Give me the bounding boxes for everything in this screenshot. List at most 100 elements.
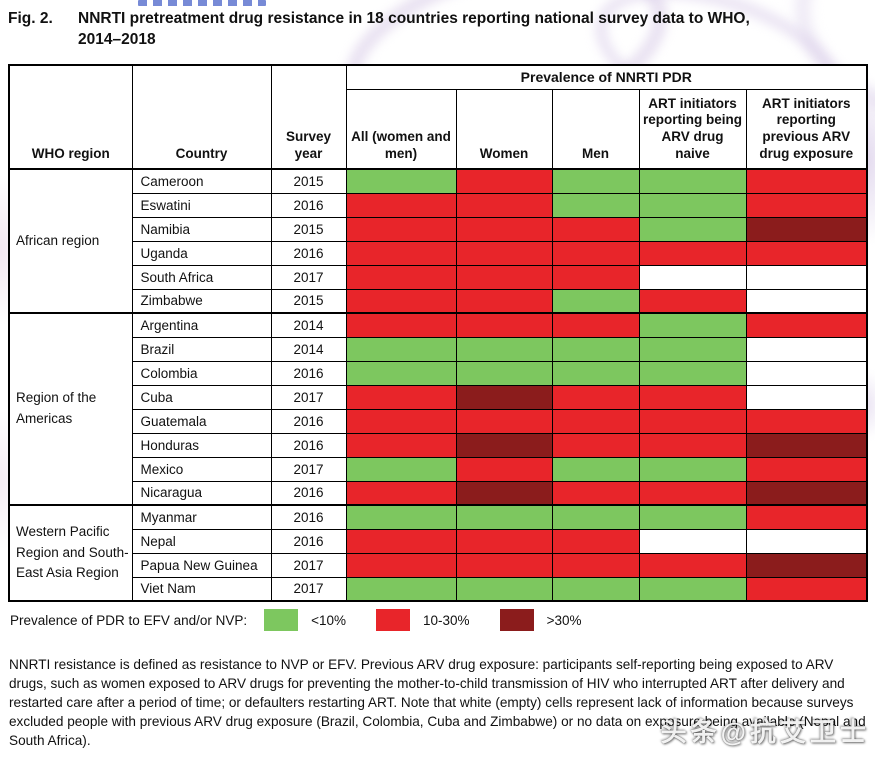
prevalence-cell (638, 288, 747, 314)
prevalence-cell (551, 288, 640, 314)
country-cell: Nepal (131, 528, 272, 554)
prevalence-cell (745, 192, 868, 218)
country-cell: Cuba (131, 384, 272, 410)
header-col-men: Men (551, 88, 640, 170)
prevalence-cell (551, 192, 640, 218)
header-col-naive: ART initiators reporting being ARV drug … (638, 88, 747, 170)
prevalence-cell (551, 336, 640, 362)
prevalence-table: WHO region Country Survey year Prevalenc… (8, 64, 868, 602)
legend-swatch (376, 609, 411, 631)
prevalence-cell (745, 552, 868, 578)
prevalence-cell (745, 528, 868, 554)
country-cell: Colombia (131, 360, 272, 386)
legend-swatch (264, 609, 299, 631)
prevalence-cell (551, 432, 640, 458)
country-cell: Argentina (131, 312, 272, 338)
survey-year-cell: 2016 (270, 504, 347, 530)
country-cell: Mexico (131, 456, 272, 482)
table-row: Region of the Americas Argentina 2014 (8, 312, 868, 506)
prevalence-cell (745, 504, 868, 530)
prevalence-cell (345, 576, 457, 602)
table-row: Viet Nam 2017 (9, 576, 868, 602)
prevalence-cell (345, 360, 457, 386)
country-cell: Brazil (131, 336, 272, 362)
prevalence-cell (638, 576, 747, 602)
header-who-region: WHO region (8, 64, 133, 170)
prevalence-cell (455, 480, 553, 506)
country-cell: Honduras (131, 432, 272, 458)
header-survey-year: Survey year (270, 64, 347, 170)
header-col-exposure: ART initiators reporting previous ARV dr… (745, 88, 868, 170)
prevalence-cell (455, 360, 553, 386)
prevalence-cell (345, 264, 457, 290)
prevalence-cell (345, 504, 457, 530)
legend-label: Prevalence of PDR to EFV and/or NVP: (10, 612, 248, 628)
prevalence-cell (455, 216, 553, 242)
prevalence-cell (345, 384, 457, 410)
prevalence-cell (745, 336, 868, 362)
prevalence-cell (345, 240, 457, 266)
prevalence-cell (638, 192, 747, 218)
table-row: South Africa 2017 (9, 264, 868, 290)
prevalence-cell (638, 480, 747, 506)
prevalence-cell (455, 432, 553, 458)
prevalence-cell (345, 192, 457, 218)
prevalence-cell (551, 528, 640, 554)
header-col-all: All (women and men) (345, 88, 457, 170)
table-row: Mexico 2017 (9, 456, 868, 482)
prevalence-cell (638, 168, 747, 194)
prevalence-cell (638, 336, 747, 362)
prevalence-cell (345, 336, 457, 362)
prevalence-cell (345, 168, 457, 194)
legend: Prevalence of PDR to EFV and/or NVP: <10… (10, 609, 875, 631)
prevalence-cell (455, 504, 553, 530)
country-cell: Nicaragua (131, 480, 272, 506)
prevalence-cell (638, 432, 747, 458)
prevalence-cell (638, 312, 747, 338)
prevalence-cell (745, 312, 868, 338)
region-cell: Western Pacific Region and South-East As… (8, 504, 133, 602)
prevalence-cell (638, 528, 747, 554)
table-row: Namibia 2015 (9, 216, 868, 242)
country-cell: Guatemala (131, 408, 272, 434)
table-row: Nepal 2016 (9, 528, 868, 554)
country-cell: Cameroon (131, 168, 272, 194)
prevalence-cell (745, 456, 868, 482)
prevalence-cell (638, 240, 747, 266)
prevalence-cell (345, 552, 457, 578)
prevalence-cell (745, 360, 868, 386)
prevalence-cell (455, 240, 553, 266)
table-row: Colombia 2016 (9, 360, 868, 386)
prevalence-cell (745, 480, 868, 506)
footnote: NNRTI resistance is defined as resistanc… (9, 657, 866, 748)
prevalence-cell (551, 408, 640, 434)
prevalence-cell (345, 408, 457, 434)
country-cell: Namibia (131, 216, 272, 242)
prevalence-cell (455, 192, 553, 218)
prevalence-cell (551, 480, 640, 506)
table-row: African region Cameroon 2015 (8, 168, 868, 314)
prevalence-cell (745, 432, 868, 458)
legend-item-label: <10% (311, 612, 347, 628)
table-row: Honduras 2016 (9, 432, 868, 458)
prevalence-cell (345, 456, 457, 482)
survey-year-cell: 2017 (270, 576, 347, 602)
prevalence-cell (551, 216, 640, 242)
prevalence-cell (551, 264, 640, 290)
prevalence-cell (455, 264, 553, 290)
legend-items: <10% 10-30% >30% (247, 609, 581, 631)
prevalence-cell (455, 312, 553, 338)
country-cell: Eswatini (131, 192, 272, 218)
header-col-women: Women (455, 88, 553, 170)
survey-year-cell: 2015 (270, 216, 347, 242)
prevalence-cell (638, 552, 747, 578)
table-row: Nicaragua 2016 (9, 480, 868, 506)
header-country: Country (131, 64, 272, 170)
prevalence-cell (455, 384, 553, 410)
prevalence-cell (745, 216, 868, 242)
prevalence-cell (551, 552, 640, 578)
survey-year-cell: 2015 (270, 168, 347, 194)
prevalence-cell (638, 264, 747, 290)
prevalence-cell (638, 408, 747, 434)
table-body: African region Cameroon 2015 Eswatini 2016 Na… (8, 168, 868, 602)
